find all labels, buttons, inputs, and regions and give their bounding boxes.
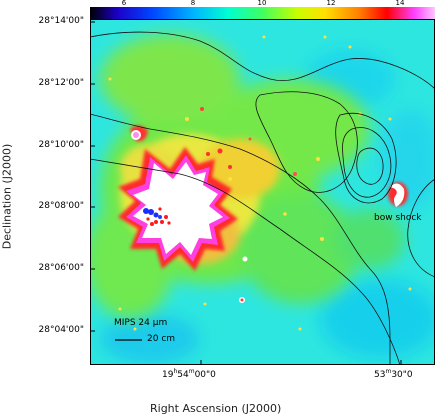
colorbar [90, 7, 435, 19]
radio-contours [90, 31, 435, 365]
bow-shock-label: bow shock [374, 213, 422, 223]
colorbar-label-8: 8 [190, 0, 196, 7]
colorbar-label-14: 14 [395, 0, 405, 7]
colorbar-label-10: 10 [257, 0, 267, 7]
ytick-label: 28°12'00" [38, 78, 84, 88]
xtick-label: 19h54m00"0 [162, 368, 216, 380]
ytick-label: 28°08'00" [38, 201, 84, 211]
instrument-label-text: MIPS 24 μm [114, 318, 168, 328]
source-markers [143, 207, 171, 226]
xtick-label: 53m30"0 [374, 368, 413, 380]
ytick-label: 28°14'00" [38, 16, 84, 26]
instrument-label: MIPS 24 μm [114, 318, 167, 328]
bow-shock-source [388, 182, 408, 207]
ytick-label: 28°06'00" [38, 263, 84, 273]
point-sources [108, 35, 412, 331]
colorbar-label-6: 6 [121, 0, 127, 7]
mips-24um-image [90, 19, 435, 365]
ytick-label: 28°04'00" [38, 325, 84, 335]
x-axis-title: Right Ascension (J2000) [150, 402, 282, 415]
y-axis-title: Declination (J2000) [0, 143, 14, 250]
ytick-label: 28°10'00" [38, 140, 84, 150]
colorbar-label-12: 12 [326, 0, 336, 7]
scale-label: 20 cm [147, 334, 176, 344]
